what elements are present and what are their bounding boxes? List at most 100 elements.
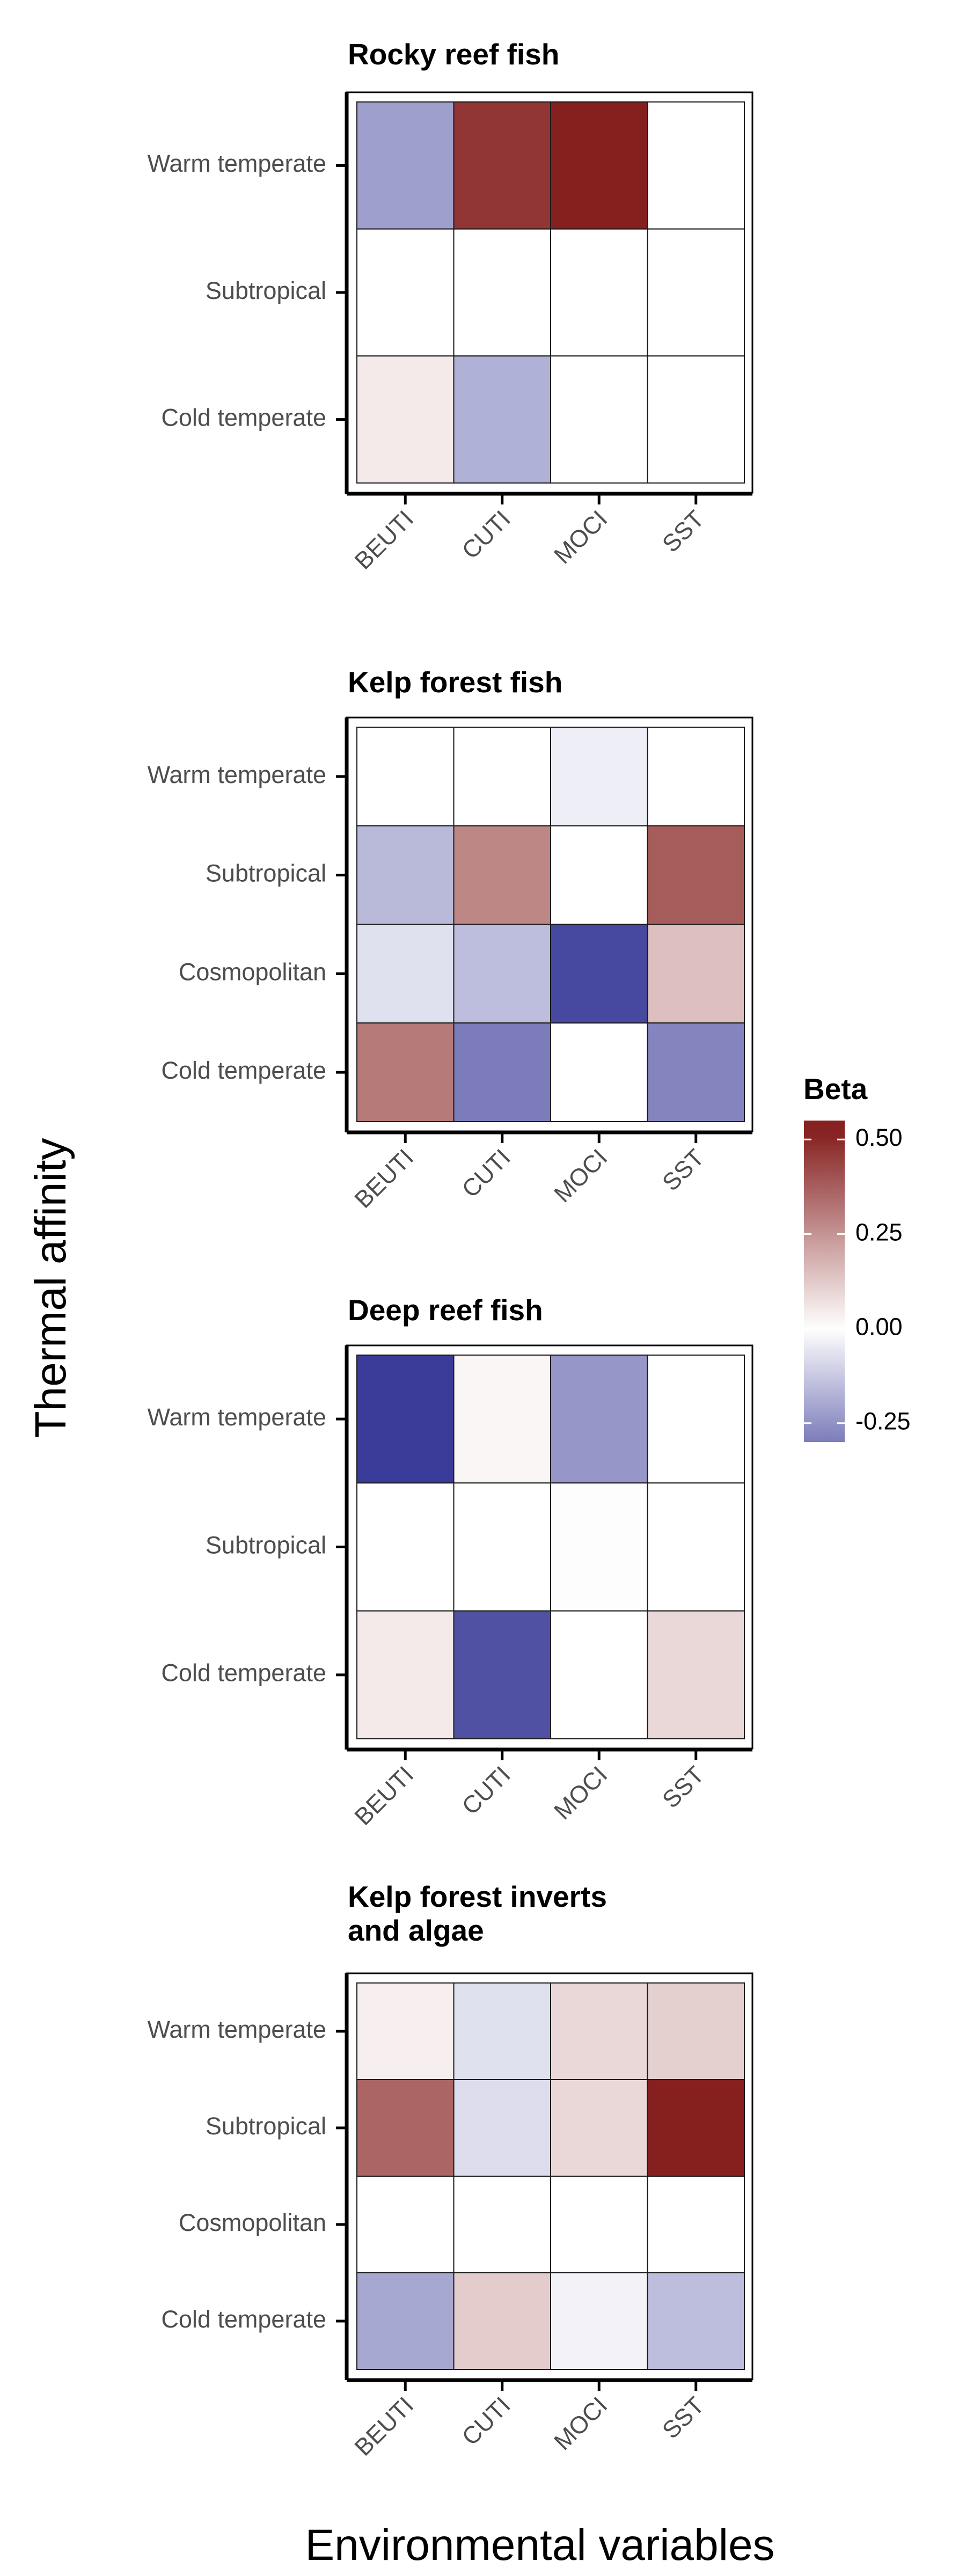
y-tick-label: Warm temperate <box>148 2016 326 2043</box>
heatmap-cell <box>453 355 551 484</box>
y-tick-label: Warm temperate <box>148 761 326 788</box>
panel-1: Rocky reef fish Warm temperate Subtropical… <box>148 38 753 575</box>
heatmap-cell <box>356 1022 455 1122</box>
heatmap-cell <box>647 355 745 484</box>
heatmap-cell <box>550 825 648 925</box>
heatmap-cell <box>550 355 648 484</box>
heatmap-cell <box>356 825 455 925</box>
x-tick-label: MOCI <box>548 1761 612 1825</box>
y-tick-label: Cold temperate <box>161 2306 326 2333</box>
y-tick-label: Cosmopolitan <box>179 2209 326 2236</box>
heatmap-cell <box>550 727 648 826</box>
heatmap-cell <box>647 101 745 230</box>
x-tick-label: BEUTI <box>349 2391 419 2461</box>
heatmap-cell <box>453 2272 551 2370</box>
legend-label: 0.50 <box>855 1124 903 1151</box>
heatmap-cell <box>453 924 551 1024</box>
x-tick-label: CUTI <box>457 505 516 564</box>
heatmap-cell <box>550 2079 648 2177</box>
heatmap-cell <box>453 825 551 925</box>
heatmap-cell <box>453 1022 551 1122</box>
x-tick-label: SST <box>657 1144 709 1196</box>
heatmap-cell <box>647 1022 745 1122</box>
x-tick-label: SST <box>657 505 709 558</box>
panel-2: Kelp forest fish Warm temperate Subtropica… <box>148 665 753 1213</box>
heatmap-cell <box>647 1982 745 2080</box>
heatmap-cell <box>550 1355 648 1484</box>
heatmap-cell <box>453 1482 551 1612</box>
legend: Beta 0.50 0.25 0.00 -0.25 <box>803 1072 911 1442</box>
heatmap-cell <box>647 228 745 357</box>
y-tick-label: Warm temperate <box>148 1403 326 1431</box>
heatmap-cell <box>550 228 648 357</box>
panel-3: Deep reef fish Warm temperate Subtropical C… <box>148 1293 753 1831</box>
heatmap-cell <box>356 1982 455 2080</box>
heatmap-cell <box>453 1982 551 2080</box>
heatmap-cell <box>550 1022 648 1122</box>
heatmap-cell <box>356 924 455 1024</box>
heatmap-cell <box>356 1355 455 1484</box>
heatmap-cell <box>647 2272 745 2370</box>
heatmap-cell <box>550 924 648 1024</box>
x-axis-title: Environmental variables <box>305 2521 774 2570</box>
y-tick-label: Cold temperate <box>161 404 326 431</box>
heatmap-cell <box>453 228 551 357</box>
x-tick-label: BEUTI <box>349 1761 419 1831</box>
heatmap-cell <box>550 2176 648 2273</box>
y-tick-label: Cold temperate <box>161 1057 326 1084</box>
heatmap-cell <box>356 1482 455 1612</box>
heatmap-cell <box>453 101 551 230</box>
heatmap-cell <box>453 2079 551 2177</box>
legend-title: Beta <box>803 1072 868 1106</box>
legend-label: 0.00 <box>855 1313 903 1340</box>
x-tick-label: BEUTI <box>349 505 419 575</box>
x-tick-label: CUTI <box>457 1761 516 1820</box>
heatmap-cell <box>647 924 745 1024</box>
y-tick-label: Cosmopolitan <box>179 958 326 985</box>
heatmap-cell <box>647 1355 745 1484</box>
y-tick-label: Warm temperate <box>148 150 326 177</box>
x-tick-label: SST <box>657 2391 709 2444</box>
heatmap-cell <box>356 2079 455 2177</box>
x-tick-label: BEUTI <box>349 1144 419 1213</box>
heatmap-cell <box>356 101 455 230</box>
x-tick-label: MOCI <box>548 2391 612 2455</box>
heatmap-cell <box>356 2272 455 2370</box>
heatmap-cell <box>356 355 455 484</box>
panel-title: Kelp forest fish <box>348 665 562 699</box>
heatmap-cell <box>550 2272 648 2370</box>
heatmap-cell <box>647 2079 745 2177</box>
heatmap-cell <box>356 1610 455 1740</box>
x-tick-label: MOCI <box>548 1144 612 1208</box>
heatmap-cell <box>550 1482 648 1612</box>
y-tick-label: Subtropical <box>206 2112 326 2140</box>
y-tick-label: Subtropical <box>206 860 326 887</box>
y-axis-title: Thermal affinity <box>26 1138 75 1438</box>
heatmap-cell <box>550 1610 648 1740</box>
legend-label: -0.25 <box>855 1408 911 1435</box>
legend-label: 0.25 <box>855 1218 903 1246</box>
heatmap-cell <box>453 2176 551 2273</box>
y-tick-label: Cold temperate <box>161 1659 326 1687</box>
heatmap-cell <box>647 2176 745 2273</box>
heatmap-cell <box>647 727 745 826</box>
heatmap-cell <box>647 1610 745 1740</box>
heatmap-cell <box>647 825 745 925</box>
heatmap-cell <box>356 2176 455 2273</box>
panel-title: Deep reef fish <box>348 1293 543 1327</box>
panel-title: and algae <box>348 1914 484 1947</box>
legend-colorbar <box>804 1121 845 1442</box>
heatmap-cell <box>453 1355 551 1484</box>
panel-title: Kelp forest inverts <box>348 1880 607 1913</box>
heatmap-cell <box>647 1482 745 1612</box>
y-tick-label: Subtropical <box>206 277 326 304</box>
panel-title: Rocky reef fish <box>348 38 559 71</box>
heatmap-cell <box>550 1982 648 2080</box>
x-tick-label: MOCI <box>548 505 612 569</box>
x-tick-label: SST <box>657 1761 709 1813</box>
y-tick-label: Subtropical <box>206 1531 326 1558</box>
heatmap-cell <box>356 228 455 357</box>
